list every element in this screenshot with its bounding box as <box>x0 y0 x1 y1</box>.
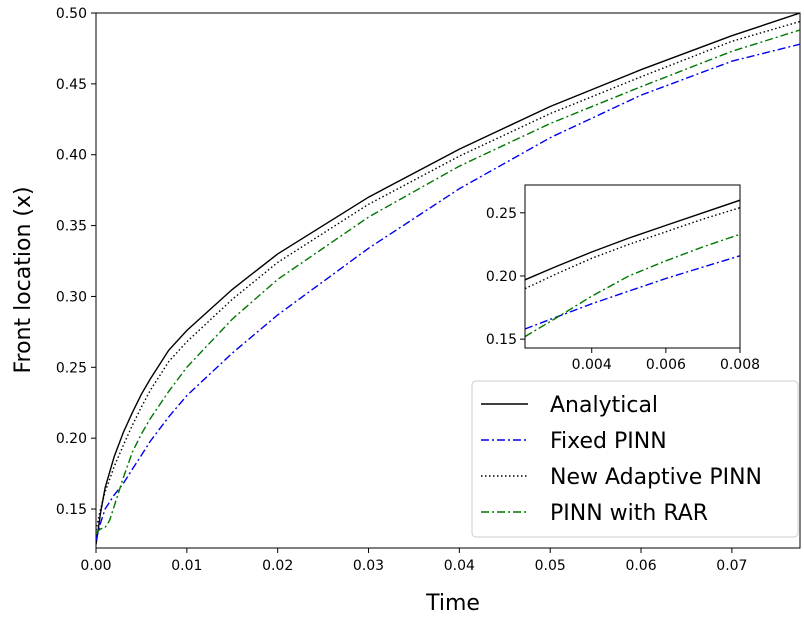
inset-x-ticks: 0.004 0.006 0.008 <box>572 348 760 373</box>
y-tick-label: 0.50 <box>56 6 87 22</box>
y-axis-title: Front location (x) <box>11 186 36 373</box>
inset-series-line-fixed-pinn <box>525 255 740 330</box>
x-tick-label: 0.05 <box>535 558 566 574</box>
series-line-pinn-with-rar <box>96 29 800 534</box>
legend-label-pinn-with-rar: PINN with RAR <box>550 501 708 526</box>
y-axis-ticks: 0.15 0.20 0.25 0.30 0.35 0.40 0.45 0.50 <box>56 6 96 518</box>
inset-series-line-pinn-with-rar <box>525 233 740 338</box>
legend-entries: Analytical Fixed PINN New Adaptive PINN PIN… <box>481 393 762 526</box>
y-tick-label: 0.25 <box>56 360 87 376</box>
x-tick-label: 0.04 <box>444 558 475 574</box>
y-tick-label: 0.15 <box>56 502 87 518</box>
series-line-analytical <box>96 13 800 545</box>
inset-y-tick-label: 0.20 <box>486 269 517 285</box>
plot-area-frame <box>95 12 801 549</box>
inset-frame <box>524 184 741 349</box>
main-series-group <box>96 13 800 545</box>
legend-label-analytical: Analytical <box>550 393 658 418</box>
legend-label-fixed-pinn: Fixed PINN <box>550 429 667 454</box>
x-axis-title: Time <box>425 591 480 616</box>
series-line-fixed-pinn <box>96 43 800 541</box>
x-tick-label: 0.02 <box>262 558 293 574</box>
y-tick-label: 0.40 <box>56 148 87 164</box>
y-tick-label: 0.45 <box>56 77 87 93</box>
inset-series-line-new-adaptive-pinn <box>525 207 740 290</box>
inset-series-line-analytical <box>525 199 740 281</box>
x-tick-label: 0.00 <box>80 558 111 574</box>
x-tick-label: 0.07 <box>716 558 747 574</box>
x-tick-label: 0.03 <box>353 558 384 574</box>
inset-y-tick-label: 0.25 <box>486 206 517 222</box>
inset-x-tick-label: 0.004 <box>572 357 612 373</box>
inset-x-tick-label: 0.006 <box>646 357 686 373</box>
x-tick-label: 0.06 <box>625 558 656 574</box>
y-tick-label: 0.35 <box>56 219 87 235</box>
legend-label-new-adaptive-pinn: New Adaptive PINN <box>550 465 762 490</box>
y-tick-label: 0.30 <box>56 289 87 305</box>
y-tick-label: 0.20 <box>56 431 87 447</box>
inset-y-tick-label: 0.15 <box>486 332 517 348</box>
inset-series-group <box>525 199 740 338</box>
x-axis-ticks: 0.00 0.01 0.02 0.03 0.04 0.05 0.06 0.07 <box>80 548 747 574</box>
inset-y-ticks: 0.15 0.20 0.25 <box>486 206 525 348</box>
x-tick-label: 0.01 <box>171 558 202 574</box>
inset-x-tick-label: 0.008 <box>720 357 760 373</box>
legend-box <box>471 380 799 538</box>
